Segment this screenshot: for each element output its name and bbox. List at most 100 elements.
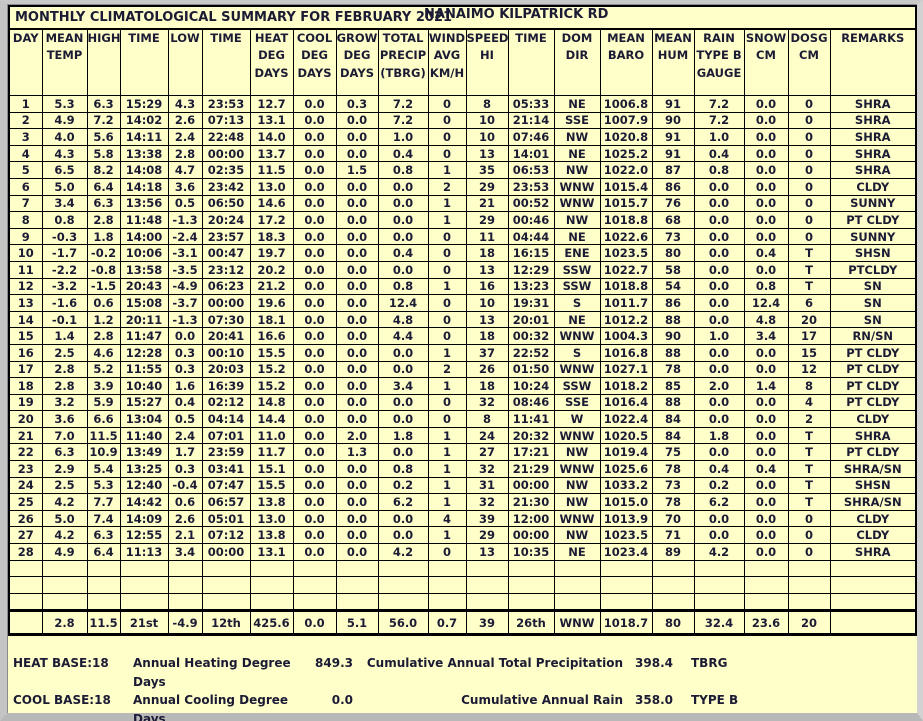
cell-snow_cm: 0.0 <box>743 111 789 130</box>
cell-heat_deg_days: 13.1 <box>249 543 294 561</box>
cell-remarks: SHRA <box>829 128 917 146</box>
cell-snow_cm: 0.4 <box>743 460 789 478</box>
cell-mean_temp: -2.2 <box>41 260 88 279</box>
cell-wind_avg: 0 <box>427 128 467 146</box>
cell-dom_dir: NW <box>553 476 601 495</box>
cell-remarks: SHSN <box>829 476 917 495</box>
cell-mean_hum: 78 <box>651 493 695 511</box>
cell-high: 1.8 <box>86 227 121 246</box>
cell-dosg_cm: T <box>787 443 831 462</box>
summary-grow_deg_days: 5.1 <box>335 609 379 637</box>
cell-wind_avg: 1 <box>427 194 467 213</box>
cell-speed_time: 12:00 <box>507 509 555 528</box>
blank-cell-mean_baro <box>599 592 653 612</box>
cell-rain_type_b: 0.4 <box>693 144 745 163</box>
cell-mean_baro: 1022.4 <box>599 410 653 428</box>
cell-mean_baro: 1023.5 <box>599 244 653 262</box>
cell-speed_time: 10:24 <box>507 377 555 395</box>
cell-mean_hum: 76 <box>651 194 695 213</box>
cell-mean_temp: 2.8 <box>41 377 88 395</box>
blank-cell-wind_avg <box>427 559 467 578</box>
cell-total_precip: 0.0 <box>377 393 429 412</box>
cell-low_time: 07:01 <box>201 426 251 445</box>
cell-high: 5.8 <box>86 144 121 163</box>
base-label: HEAT BASE:18 <box>13 656 109 671</box>
cell-speed_time: 05:33 <box>507 95 555 113</box>
cell-mean_temp: 2.5 <box>41 343 88 362</box>
blank-cell-dom_dir <box>553 559 601 578</box>
cell-low: 2.6 <box>167 509 203 528</box>
blank-cell-remarks <box>829 592 917 612</box>
cell-snow_cm: 0.4 <box>743 244 789 262</box>
cell-mean_hum: 84 <box>651 426 695 445</box>
cell-dom_dir: WNW <box>553 194 601 213</box>
cell-day: 26 <box>8 509 43 528</box>
cell-heat_deg_days: 15.1 <box>249 460 294 478</box>
table-row-day-19: 19 3.2 5.9 15:27 0.4 02:12 14.8 0.0 0.0 0.0 0 32 08:… <box>8 393 917 412</box>
cell-mean_temp: 6.3 <box>41 443 88 462</box>
col-header-high: HIGH <box>86 28 121 96</box>
cell-wind_avg: 1 <box>427 277 467 296</box>
cell-high: 3.9 <box>86 377 121 395</box>
summary-mean_temp: 2.8 <box>41 609 88 637</box>
cell-heat_deg_days: 15.2 <box>249 377 294 395</box>
cell-heat_deg_days: 13.0 <box>249 177 294 196</box>
cell-dom_dir: NW <box>553 161 601 179</box>
cell-cool_deg_days: 0.0 <box>292 460 337 478</box>
blank-cell-dom_dir <box>553 592 601 612</box>
cell-day: 9 <box>8 227 43 246</box>
cell-low_time: 00:00 <box>201 543 251 561</box>
cell-high: 8.2 <box>86 161 121 179</box>
cell-snow_cm: 0.0 <box>743 211 789 229</box>
cell-cool_deg_days: 0.0 <box>292 493 337 511</box>
cell-grow_deg_days: 1.3 <box>335 443 379 462</box>
blank-cell-mean_hum <box>651 592 695 612</box>
cell-mean_baro: 1015.7 <box>599 194 653 213</box>
table-row-day-24: 24 2.5 5.3 12:40 -0.4 07:47 15.5 0.0 0.0 0.2 1 31 00… <box>8 476 917 495</box>
cell-speed_hi: 35 <box>465 161 509 179</box>
cell-mean_temp: 1.4 <box>41 327 88 345</box>
blank-cell-cool_deg_days <box>292 559 337 578</box>
cell-heat_deg_days: 11.5 <box>249 161 294 179</box>
cell-cool_deg_days: 0.0 <box>292 294 337 312</box>
cell-dosg_cm: 2 <box>787 410 831 428</box>
cell-dom_dir: S <box>553 294 601 312</box>
cell-remarks: PT CLDY <box>829 360 917 379</box>
cell-snow_cm: 0.0 <box>743 95 789 113</box>
cell-mean_baro: 1007.9 <box>599 111 653 130</box>
cell-rain_type_b: 0.0 <box>693 526 745 545</box>
summary-speed_hi: 39 <box>465 609 509 637</box>
cell-mean_baro: 1023.4 <box>599 543 653 561</box>
cell-snow_cm: 0.0 <box>743 360 789 379</box>
cell-dom_dir: NE <box>553 144 601 163</box>
cell-cool_deg_days: 0.0 <box>292 509 337 528</box>
cell-low_time: 23:42 <box>201 177 251 196</box>
cell-speed_hi: 13 <box>465 310 509 329</box>
cell-high: -0.2 <box>86 244 121 262</box>
summary-snow_cm: 23.6 <box>743 609 789 637</box>
cell-heat_deg_days: 13.1 <box>249 111 294 130</box>
cell-cool_deg_days: 0.0 <box>292 393 337 412</box>
cell-grow_deg_days: 0.0 <box>335 244 379 262</box>
cell-low_time: 04:14 <box>201 410 251 428</box>
blank-cell-heat_deg_days <box>249 559 294 578</box>
cell-mean_baro: 1027.1 <box>599 360 653 379</box>
cell-low_time: 07:47 <box>201 476 251 495</box>
stat-description: Annual Heating Degree Days <box>133 656 291 689</box>
cell-low: 0.5 <box>167 194 203 213</box>
cell-dom_dir: NE <box>553 543 601 561</box>
col-header-wind_avg: WIND AVG KM/H <box>427 28 467 96</box>
cell-high_time: 12:40 <box>119 476 169 495</box>
blank-cell-high <box>86 592 121 612</box>
cell-rain_type_b: 0.0 <box>693 393 745 412</box>
blank-cell-wind_avg <box>427 592 467 612</box>
cell-wind_avg: 4 <box>427 509 467 528</box>
cell-wind_avg: 0 <box>427 327 467 345</box>
cell-dosg_cm: 0 <box>787 194 831 213</box>
cell-low_time: 00:10 <box>201 343 251 362</box>
cell-total_precip: 0.0 <box>377 343 429 362</box>
cell-high: 4.6 <box>86 343 121 362</box>
blank-cell-grow_deg_days <box>335 559 379 578</box>
cell-speed_hi: 26 <box>465 360 509 379</box>
cell-mean_hum: 89 <box>651 543 695 561</box>
